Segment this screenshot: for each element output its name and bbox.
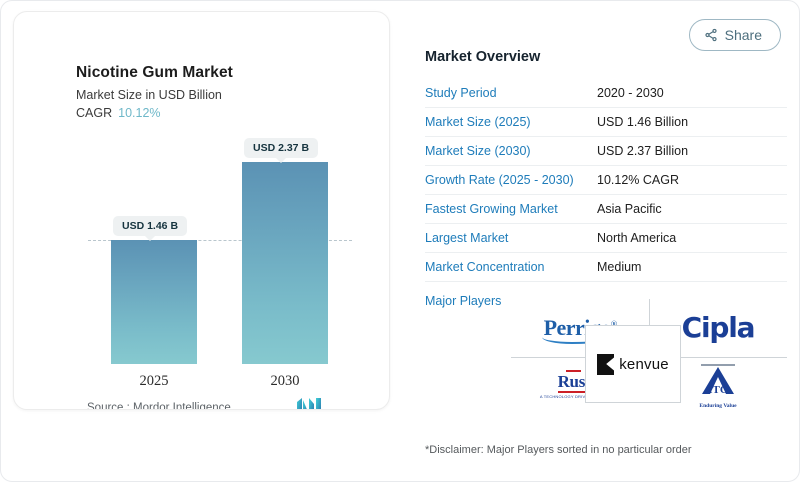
row-label: Market Size (2030) xyxy=(425,144,531,158)
data-label-2025: USD 1.46 B xyxy=(113,216,188,236)
row-label: Fastest Growing Market xyxy=(425,202,558,216)
table-row: Market Size (2025) USD 1.46 Billion xyxy=(425,108,787,137)
market-overview-panel: Market Overview Study Period 2020 - 2030… xyxy=(425,49,787,308)
disclaimer-text: *Disclaimer: Major Players sorted in no … xyxy=(425,444,692,456)
row-label: Study Period xyxy=(425,86,497,100)
share-button-label: Share xyxy=(724,27,762,43)
major-players-logo-grid: Perrigo® Cipla Rusan A TECHNOLOGY DRIVEN… xyxy=(511,299,787,415)
rusan-underline xyxy=(557,390,603,394)
chart-cagr: CAGR 10.12% xyxy=(76,106,161,120)
rusan-accent-bar xyxy=(565,369,581,373)
itc-logo: ITC Enduring Value xyxy=(698,363,738,409)
perrigo-swoosh xyxy=(541,337,618,344)
kenvue-logo: kenvue xyxy=(597,353,669,375)
row-value: North America xyxy=(597,231,677,245)
row-value: USD 1.46 Billion xyxy=(597,115,689,129)
mordor-intelligence-logo xyxy=(297,398,323,409)
overview-title: Market Overview xyxy=(425,49,541,65)
reference-line xyxy=(88,240,352,241)
row-value: Asia Pacific xyxy=(597,202,662,216)
major-players-label: Major Players xyxy=(425,294,502,308)
itc-tagline: Enduring Value xyxy=(699,403,737,409)
cagr-label: CAGR xyxy=(76,106,113,120)
table-row: Growth Rate (2025 - 2030) 10.12% CAGR xyxy=(425,166,787,195)
chart-title: Nicotine Gum Market xyxy=(76,64,233,81)
row-value: Medium xyxy=(597,260,642,274)
table-row: Largest Market North America xyxy=(425,224,787,253)
x-tick-2030: 2030 xyxy=(270,373,300,389)
kenvue-mark-icon xyxy=(597,353,615,375)
logo-cell-kenvue: kenvue xyxy=(585,325,681,403)
row-value: USD 2.37 Billion xyxy=(597,144,689,158)
bar-2025 xyxy=(111,240,197,364)
row-value: 2020 - 2030 xyxy=(597,86,664,100)
bar-2030 xyxy=(242,162,328,364)
row-label: Market Concentration xyxy=(425,260,545,274)
rusan-tagline: A TECHNOLOGY DRIVEN ENTERPRISE xyxy=(539,394,621,400)
row-value: 10.12% CAGR xyxy=(597,173,679,187)
table-row: Market Size (2030) USD 2.37 Billion xyxy=(425,137,787,166)
chart-source: Source : Mordor Intelligence xyxy=(87,402,231,410)
itc-mark-icon: ITC xyxy=(701,364,735,396)
x-tick-2025: 2025 xyxy=(139,373,169,389)
cagr-value: 10.12% xyxy=(118,106,161,120)
logo-cell-itc: ITC Enduring Value xyxy=(649,357,787,415)
chart-subtitle: Market Size in USD Billion xyxy=(76,88,222,102)
row-label: Market Size (2025) xyxy=(425,115,531,129)
bar-chart-plot: USD 1.46 B USD 2.37 B 2025 2030 xyxy=(14,12,389,409)
chart-card: Nicotine Gum Market Market Size in USD B… xyxy=(13,11,390,410)
table-row: Fastest Growing Market Asia Pacific xyxy=(425,195,787,224)
logo-cell-cipla: Cipla xyxy=(649,299,787,357)
share-button[interactable]: Share xyxy=(688,19,781,51)
cipla-logo: Cipla xyxy=(681,311,756,344)
row-label: Growth Rate (2025 - 2030) xyxy=(425,173,574,187)
share-network-icon xyxy=(704,28,718,42)
table-row: Study Period 2020 - 2030 xyxy=(425,79,787,108)
data-label-2030: USD 2.37 B xyxy=(244,138,319,158)
svg-text:ITC: ITC xyxy=(708,384,728,396)
row-label: Largest Market xyxy=(425,231,509,245)
kenvue-wordmark: kenvue xyxy=(619,355,669,373)
table-row: Market Concentration Medium xyxy=(425,253,787,282)
